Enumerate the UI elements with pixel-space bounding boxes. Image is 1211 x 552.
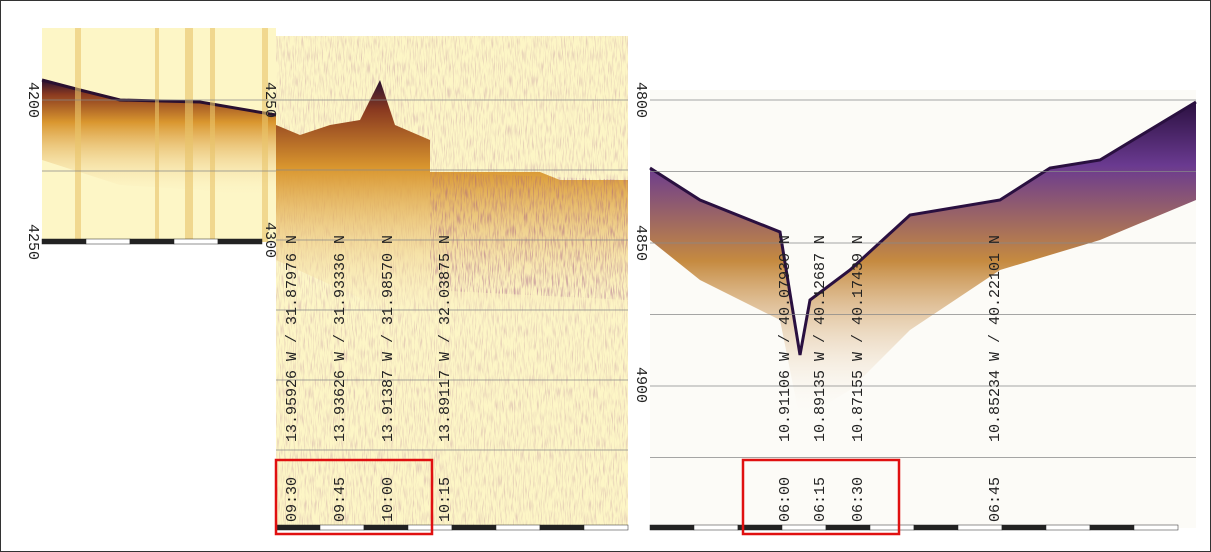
scale-bar-segment bbox=[364, 525, 408, 530]
scale-bar-segment bbox=[1002, 525, 1046, 530]
time-label: 06:00 bbox=[777, 477, 794, 522]
scale-bar-segment bbox=[584, 525, 628, 530]
time-label: 10:00 bbox=[380, 477, 397, 522]
scale-bar-segment bbox=[408, 525, 452, 530]
time-label: 10:15 bbox=[437, 477, 454, 522]
coordinate-label: 10.89135 W / 40.12687 N bbox=[812, 235, 829, 442]
scale-bar-segment bbox=[1134, 525, 1178, 530]
scale-bar-segment bbox=[496, 525, 540, 530]
scale-bar-segment bbox=[540, 525, 584, 530]
depth-label: 4250 bbox=[24, 224, 41, 260]
coordinate-label: 13.91387 W / 31.98570 N bbox=[380, 235, 397, 442]
figure: 4200 4250 4250 4300 13.95926 W / 31.87976 N 0… bbox=[0, 0, 1211, 552]
scale-bar-segment bbox=[914, 525, 958, 530]
coordinate-label: 10.85234 W / 40.22101 N bbox=[987, 235, 1004, 442]
scale-bar-segment bbox=[870, 525, 914, 530]
scale-bar-segment bbox=[130, 239, 174, 244]
time-label: 06:15 bbox=[812, 477, 829, 522]
scale-bar-segment bbox=[42, 239, 86, 244]
depth-label: 4900 bbox=[632, 367, 649, 403]
coordinate-label: 10.87155 W / 40.17439 N bbox=[850, 235, 867, 442]
time-label: 09:30 bbox=[284, 477, 301, 522]
time-label: 09:45 bbox=[332, 477, 349, 522]
profile-panel bbox=[42, 28, 276, 242]
scale-bar-segment bbox=[276, 525, 320, 530]
depth-label: 4850 bbox=[632, 225, 649, 261]
scale-bar-segment bbox=[1090, 525, 1134, 530]
time-label: 06:30 bbox=[850, 477, 867, 522]
scale-bar-segment bbox=[650, 525, 694, 530]
coordinate-label: 10.91106 W / 40.07930 N bbox=[777, 235, 794, 442]
scale-bar-segment bbox=[86, 239, 130, 244]
sediment-texture bbox=[430, 172, 628, 300]
scale-bar-segment bbox=[320, 525, 364, 530]
depth-label: 4800 bbox=[632, 82, 649, 118]
scale-bar-segment bbox=[826, 525, 870, 530]
depth-label: 4300 bbox=[261, 222, 278, 258]
depth-label: 4200 bbox=[24, 82, 41, 118]
depth-label: 4250 bbox=[261, 82, 278, 118]
coordinate-label: 13.89117 W / 32.03875 N bbox=[437, 235, 454, 442]
scale-bar-segment bbox=[218, 239, 262, 244]
time-label: 06:45 bbox=[987, 477, 1004, 522]
scale-bar-segment bbox=[452, 525, 496, 530]
scale-bar-segment bbox=[958, 525, 1002, 530]
coordinate-label: 13.93626 W / 31.93336 N bbox=[332, 235, 349, 442]
profile-panel bbox=[650, 90, 1196, 528]
scale-bar-segment bbox=[694, 525, 738, 530]
coordinate-label: 13.95926 W / 31.87976 N bbox=[284, 235, 301, 442]
scale-bar-segment bbox=[738, 525, 782, 530]
scale-bar-segment bbox=[174, 239, 218, 244]
scale-bar-segment bbox=[782, 525, 826, 530]
scale-bar-segment bbox=[1046, 525, 1090, 530]
